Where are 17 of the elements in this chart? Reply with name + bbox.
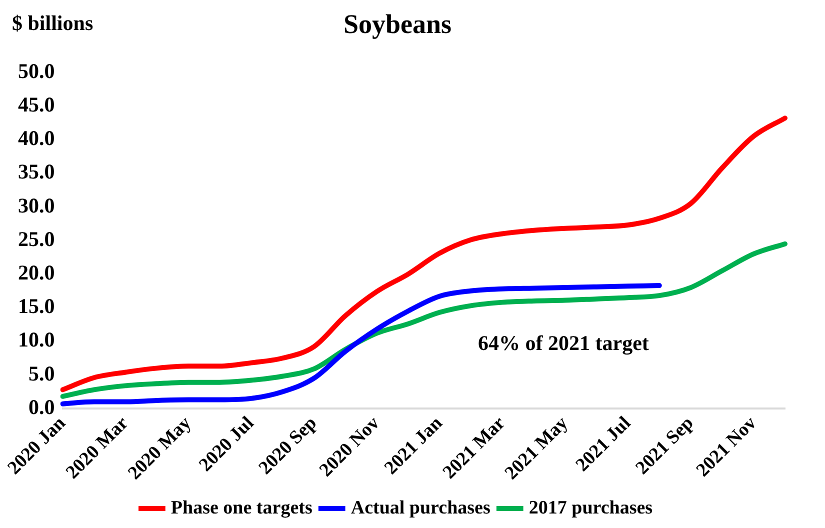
y-tick-label: 10.0 <box>18 328 55 352</box>
y-tick-label: 45.0 <box>18 92 55 116</box>
y-tick-label: 30.0 <box>18 193 55 218</box>
legend-label: 2017 purchases <box>528 497 653 518</box>
y-axis-title: $ billions <box>12 10 94 35</box>
chart-title: Soybeans <box>343 9 452 40</box>
y-tick-label: 5.0 <box>28 361 55 386</box>
legend-label: Actual purchases <box>350 497 490 518</box>
y-tick-label: 0.0 <box>28 394 55 419</box>
y-tick-label: 40.0 <box>18 126 55 150</box>
legend-label: Phase one targets <box>170 497 312 518</box>
y-tick-label: 50.0 <box>18 58 55 83</box>
y-tick-label: 25.0 <box>18 226 55 251</box>
y-tick-label: 20.0 <box>18 260 55 284</box>
y-tick-label: 35.0 <box>18 160 55 184</box>
y-tick-label: 15.0 <box>18 294 55 318</box>
annotation: 64% of 2021 target <box>478 331 649 356</box>
